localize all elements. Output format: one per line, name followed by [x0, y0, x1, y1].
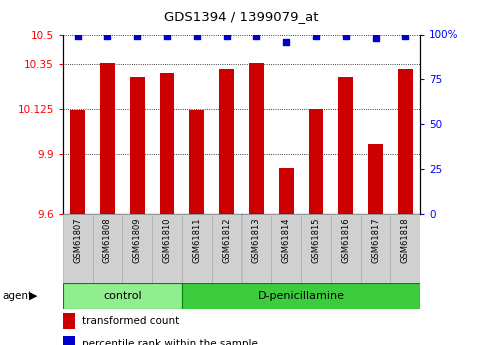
Text: control: control — [103, 291, 142, 301]
Text: transformed count: transformed count — [83, 316, 180, 326]
Text: GSM61808: GSM61808 — [103, 217, 112, 263]
Bar — [309, 109, 324, 214]
Bar — [122, 214, 152, 283]
Bar — [159, 73, 174, 214]
Bar — [331, 214, 361, 283]
Text: GSM61807: GSM61807 — [73, 217, 82, 263]
Text: GSM61817: GSM61817 — [371, 217, 380, 263]
Bar — [130, 77, 145, 214]
Point — [342, 33, 350, 39]
Text: GSM61815: GSM61815 — [312, 217, 320, 263]
Bar — [398, 69, 413, 214]
Text: agent: agent — [2, 291, 32, 301]
Point — [133, 33, 141, 39]
Point — [163, 33, 171, 39]
Point — [74, 33, 82, 39]
Text: GSM61811: GSM61811 — [192, 217, 201, 263]
Point — [253, 33, 260, 39]
Text: GSM61810: GSM61810 — [163, 217, 171, 263]
Bar — [338, 77, 353, 214]
Bar — [63, 214, 93, 283]
Bar — [390, 214, 420, 283]
Bar — [189, 110, 204, 214]
Text: GSM61812: GSM61812 — [222, 217, 231, 263]
Bar — [301, 214, 331, 283]
Point — [312, 33, 320, 39]
Bar — [368, 144, 383, 214]
Bar — [93, 214, 122, 283]
Text: D-penicillamine: D-penicillamine — [257, 291, 344, 301]
Text: GSM61809: GSM61809 — [133, 217, 142, 263]
Bar — [63, 283, 182, 309]
Text: GSM61816: GSM61816 — [341, 217, 350, 263]
Bar — [63, 336, 75, 345]
Point — [104, 33, 112, 39]
Point — [401, 33, 409, 39]
Bar — [100, 63, 115, 214]
Bar — [182, 214, 212, 283]
Text: GSM61818: GSM61818 — [401, 217, 410, 263]
Bar — [249, 63, 264, 214]
Bar — [271, 214, 301, 283]
Bar — [63, 313, 75, 329]
Point — [193, 33, 201, 39]
Point — [223, 33, 230, 39]
Bar — [182, 283, 420, 309]
Text: GDS1394 / 1399079_at: GDS1394 / 1399079_at — [164, 10, 319, 23]
Bar — [212, 214, 242, 283]
Text: percentile rank within the sample: percentile rank within the sample — [83, 339, 258, 345]
Text: GSM61813: GSM61813 — [252, 217, 261, 263]
Text: GSM61814: GSM61814 — [282, 217, 291, 263]
Point — [282, 39, 290, 45]
Bar — [70, 110, 85, 214]
Bar — [219, 69, 234, 214]
Text: ▶: ▶ — [28, 291, 37, 301]
Bar — [242, 214, 271, 283]
Bar — [361, 214, 390, 283]
Bar — [279, 168, 294, 214]
Point — [372, 35, 380, 41]
Bar — [152, 214, 182, 283]
